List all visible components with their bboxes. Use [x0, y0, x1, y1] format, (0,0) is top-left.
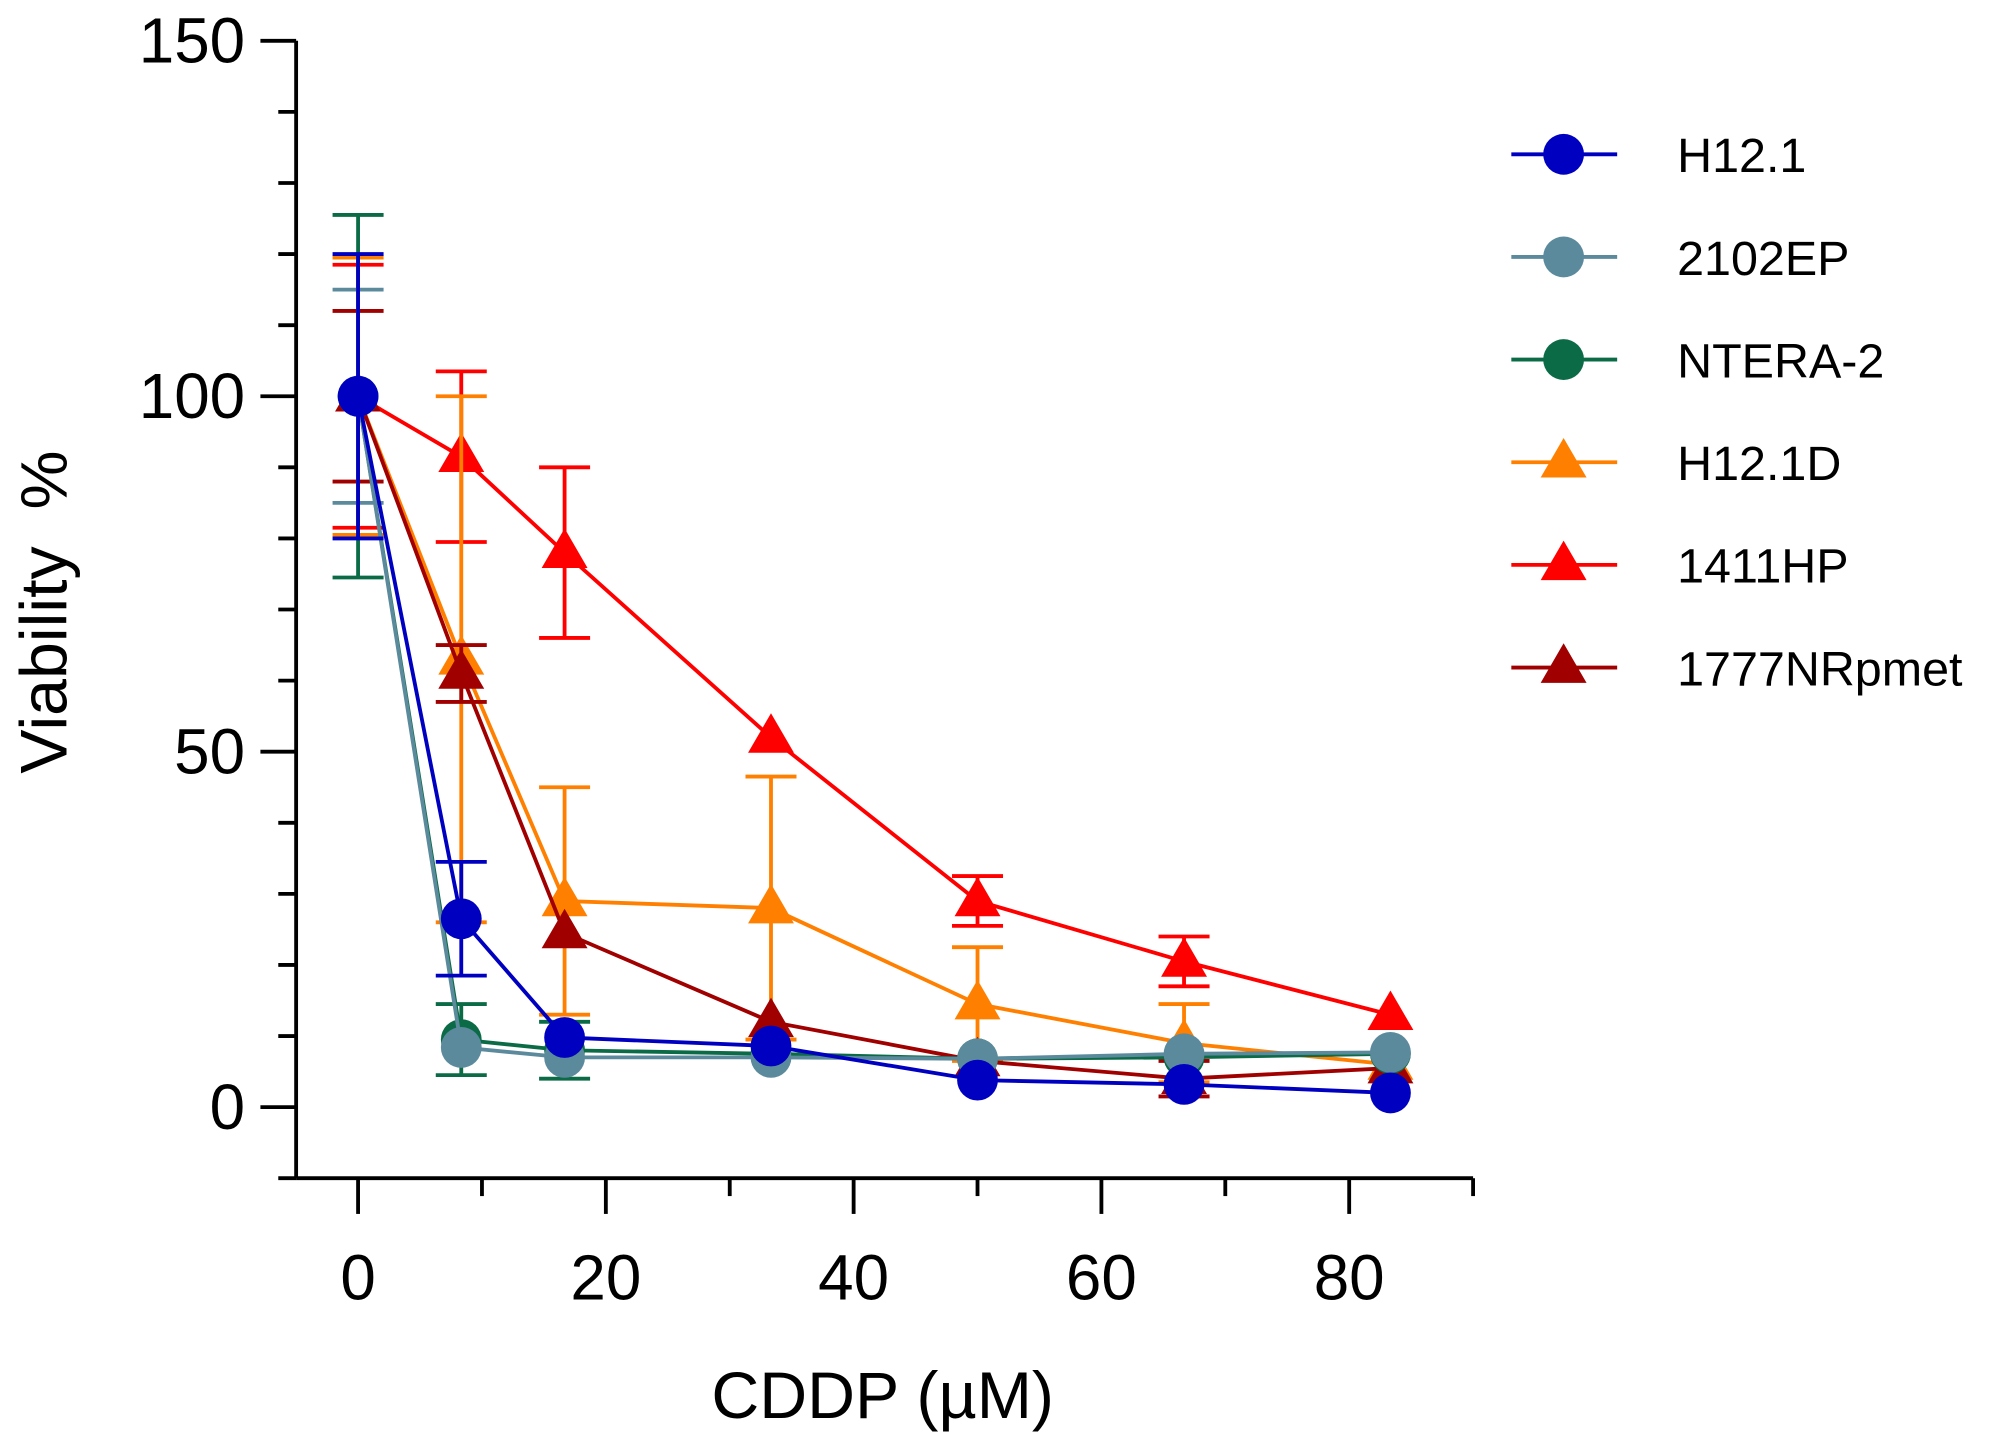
- data-point: [1370, 1031, 1411, 1073]
- data-point: [438, 649, 485, 689]
- legend-marker: [1540, 540, 1587, 581]
- data-point: [541, 908, 588, 949]
- legend-item: H12.1: [1511, 129, 1806, 183]
- x-tick-label: 80: [1314, 1241, 1385, 1313]
- data-point: [541, 528, 588, 568]
- series-line: [357, 394, 1391, 1017]
- legend-label: H12.1D: [1677, 437, 1841, 491]
- y-tick-label: 150: [139, 4, 245, 76]
- data-point: [748, 883, 794, 924]
- legend-label: 1411HP: [1677, 540, 1848, 594]
- data-point: [1161, 937, 1207, 977]
- legend-marker: [1540, 438, 1587, 478]
- series-line: [356, 395, 1391, 1061]
- y-tick-label: 100: [139, 360, 245, 432]
- data-point: [1163, 1063, 1205, 1105]
- data-point: [957, 1059, 998, 1101]
- legend-item: 2102EP: [1511, 232, 1849, 286]
- data-point: [1367, 990, 1414, 1031]
- y-tick-label: 50: [174, 715, 245, 787]
- legend-marker: [1543, 236, 1585, 278]
- legend-label: NTERA-2: [1677, 334, 1884, 388]
- legend-item: 1411HP: [1511, 540, 1849, 594]
- legend-label: 2102EP: [1677, 232, 1849, 286]
- series-1411hp: [332, 262, 1414, 1031]
- series-2102ep: [332, 287, 1411, 1080]
- legend-item: H12.1D: [1511, 437, 1841, 491]
- data-point: [440, 898, 482, 940]
- legend-marker: [1540, 643, 1587, 683]
- x-tick-label: 0: [340, 1241, 375, 1313]
- data-point: [748, 997, 794, 1038]
- x-tick-label: 40: [818, 1241, 889, 1313]
- y-axis-label: Viability %: [8, 451, 82, 774]
- legend-marker: [1543, 133, 1585, 175]
- data-point: [440, 1027, 482, 1068]
- legend-label: H12.1: [1677, 129, 1806, 183]
- series-layer: [332, 213, 1414, 1114]
- legend: H12.1 2102EP NTERA-2 H12.1D 1411HP 1777NRpmet: [1511, 129, 1963, 696]
- data-point: [954, 876, 1001, 917]
- legend-label: 1777NRpmet: [1677, 642, 1963, 696]
- data-point: [544, 1017, 585, 1058]
- data-point: [1370, 1072, 1411, 1114]
- legend-item: NTERA-2: [1511, 334, 1884, 388]
- series-line: [356, 395, 1391, 1095]
- series-ntera-2: [332, 213, 1411, 1081]
- x-axis-label: CDDP (µM): [711, 1359, 1054, 1433]
- series-h12-1: [332, 252, 1411, 1114]
- y-tick-label: 0: [210, 1071, 245, 1143]
- data-point: [954, 979, 1001, 1020]
- data-point: [750, 1025, 792, 1067]
- axes: 0 50 100 150 0 20 40 60 80: [139, 4, 1475, 1313]
- series-line: [356, 395, 1391, 1061]
- data-point: [337, 375, 379, 417]
- data-point: [748, 713, 794, 753]
- data-point: [1163, 1033, 1205, 1075]
- legend-item: 1777NRpmet: [1511, 642, 1963, 696]
- legend-marker: [1543, 339, 1585, 380]
- series-line: [356, 395, 1391, 1067]
- x-tick-label: 20: [570, 1241, 641, 1313]
- x-tick-label: 60: [1066, 1241, 1137, 1313]
